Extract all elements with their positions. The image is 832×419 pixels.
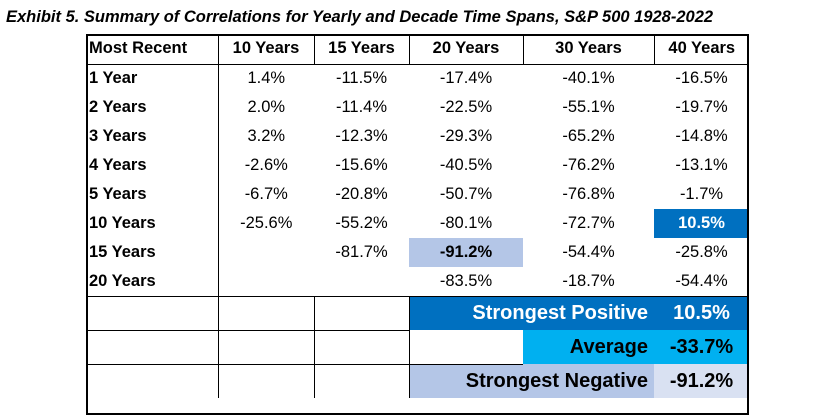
row-label: 5 Years (86, 180, 219, 209)
empty-cell (86, 296, 219, 331)
table-cell: -17.4% (439, 69, 493, 88)
strongest-negative-cell: -91.2% (409, 238, 523, 267)
row-label: 15 Years (86, 238, 219, 267)
empty-cell (409, 330, 523, 365)
empty-cell (218, 296, 315, 331)
table-cell: -81.7% (335, 243, 388, 261)
table-cell: -54.4% (562, 243, 615, 261)
header-20-years: 20 Years (409, 34, 524, 65)
empty-cell (314, 364, 410, 398)
header-30-years: 30 Years (523, 34, 655, 65)
table-cell: -29.3% (439, 127, 493, 145)
exhibit-title: Exhibit 5. Summary of Correlations for Y… (6, 8, 714, 26)
strongest-positive-label: Strongest Positive (409, 296, 654, 330)
table-cell: -2.6% (244, 156, 288, 174)
row-label: 20 Years (86, 267, 219, 297)
strongest-positive-value: 10.5% (654, 296, 749, 330)
table-cell: -25.8% (675, 243, 728, 261)
table-cell: -19.7% (675, 98, 728, 116)
table-cell: -15.6% (335, 156, 388, 174)
table-cell: -55.1% (562, 98, 615, 116)
empty-cell (218, 330, 315, 365)
header-most-recent: Most Recent (86, 34, 219, 65)
strongest-positive-cell: 10.5% (654, 209, 749, 238)
table-cell: -83.5% (409, 267, 523, 297)
table-cell: -18.7% (523, 267, 654, 297)
table-cell: -72.7% (562, 214, 615, 232)
empty-cell (218, 364, 315, 398)
table-cell: -20.8% (335, 185, 388, 203)
strongest-negative-value: -91.2% (654, 364, 749, 398)
table-row: 1 Year 1.4% -11.5% -17.4% -40.1% -16.5% (86, 64, 749, 93)
table-cell: -13.1% (675, 156, 728, 174)
empty-cell (86, 364, 219, 398)
header-row: Most Recent 10 Years 15 Years 20 Years 3… (86, 34, 749, 65)
table-cell: -40.1% (562, 69, 615, 88)
table-row: 20 Years -83.5% -18.7% -54.4% (86, 267, 749, 297)
table-row: 4 Years -2.6% -15.6% -40.5% -76.2% -13.1… (86, 151, 749, 180)
header-15-years: 15 Years (314, 34, 410, 65)
table-cell: -11.5% (335, 69, 388, 88)
correlation-table: Most Recent 10 Years 15 Years 20 Years 3… (86, 34, 749, 398)
table-cell: -80.1% (439, 214, 493, 232)
empty-cell (314, 330, 410, 365)
row-label: 3 Years (86, 122, 219, 151)
table-cell: -76.8% (562, 185, 615, 203)
table-cell: -22.5% (439, 98, 493, 116)
table-cell: -16.5% (675, 69, 728, 88)
row-label: 10 Years (86, 209, 219, 238)
table-row: 2 Years 2.0% -11.4% -22.5% -55.1% -19.7% (86, 93, 749, 122)
row-label: 2 Years (86, 93, 219, 122)
strongest-negative-label: Strongest Negative (409, 364, 654, 398)
average-value: -33.7% (654, 330, 749, 364)
table-cell (218, 267, 314, 297)
summary-row-average: Average -33.7% (86, 330, 749, 365)
table-cell: -12.3% (335, 127, 388, 145)
row-label: 4 Years (86, 151, 219, 180)
empty-cell (86, 330, 219, 365)
table-cell: -65.2% (562, 127, 615, 145)
header-40-years: 40 Years (654, 34, 749, 65)
summary-row-negative: Strongest Negative -91.2% (86, 364, 749, 398)
table-cell (218, 238, 314, 267)
table-cell: -76.2% (562, 156, 615, 174)
table-cell: -1.7% (679, 185, 724, 203)
table-cell: 1.4% (247, 69, 286, 88)
table-cell: -50.7% (439, 185, 493, 203)
table-cell: 2.0% (247, 98, 286, 116)
table-cell: -25.6% (240, 214, 293, 232)
table-row: 5 Years -6.7% -20.8% -50.7% -76.8% -1.7% (86, 180, 749, 209)
table-cell: -11.4% (335, 98, 388, 116)
table-row: 10 Years -25.6% -55.2% -80.1% -72.7% 10.… (86, 209, 749, 238)
empty-cell (314, 296, 410, 331)
table-cell: -6.7% (244, 185, 288, 203)
row-label: 1 Year (86, 64, 219, 93)
table-cell: -55.2% (335, 214, 388, 232)
header-10-years: 10 Years (218, 34, 315, 65)
table-row: 15 Years -81.7% -91.2% -54.4% -25.8% (86, 238, 749, 267)
table-cell: -54.4% (654, 267, 749, 297)
table-cell: -40.5% (439, 156, 493, 174)
summary-row-positive: Strongest Positive 10.5% (86, 296, 749, 331)
table-cell: -14.8% (675, 127, 728, 145)
average-label: Average (523, 330, 654, 364)
table-cell: 3.2% (247, 127, 286, 145)
table-row: 3 Years 3.2% -12.3% -29.3% -65.2% -14.8% (86, 122, 749, 151)
table-cell (314, 267, 409, 297)
